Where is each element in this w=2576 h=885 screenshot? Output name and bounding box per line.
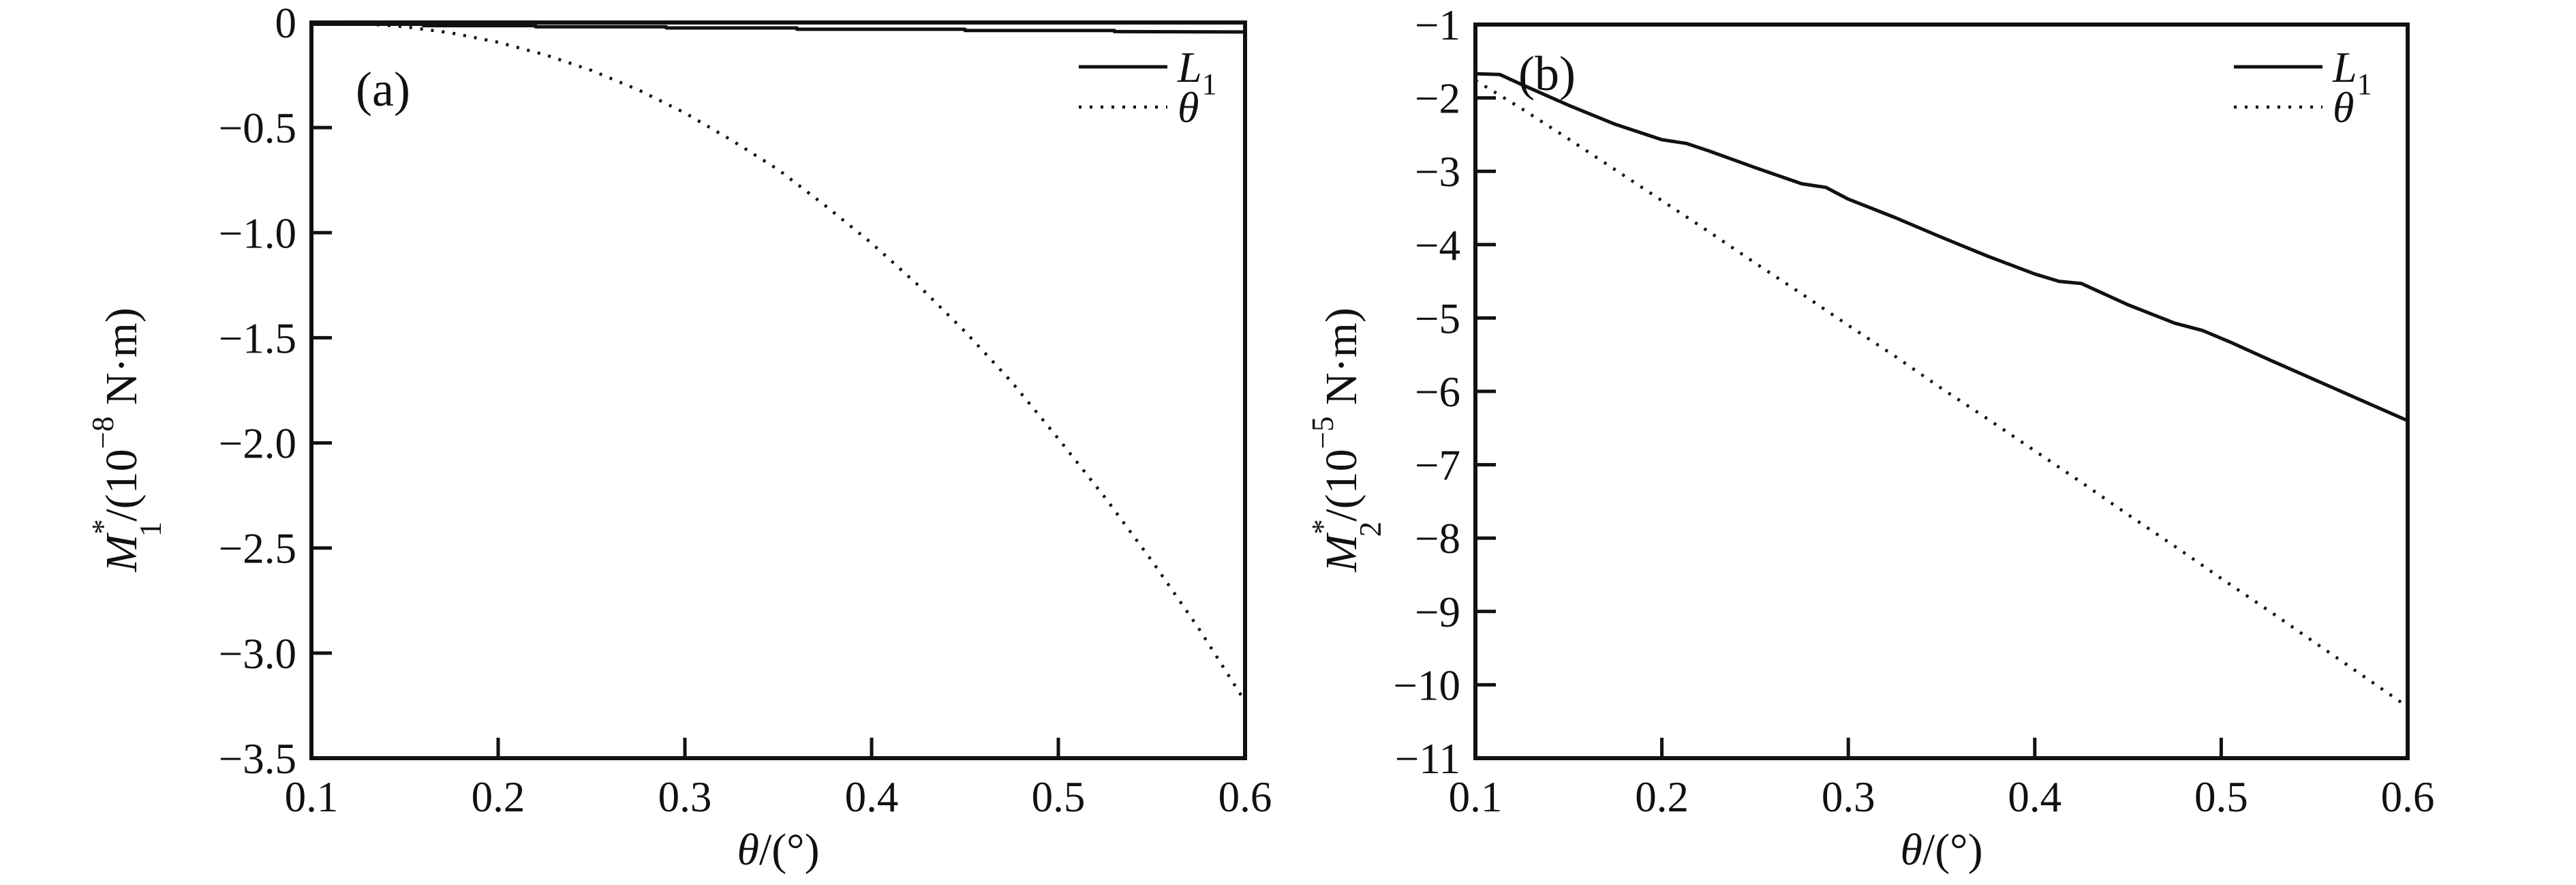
x-tick-label: 0.4 xyxy=(845,773,899,821)
x-tick-label: 0.5 xyxy=(2194,773,2248,821)
chart-panel-a: 0.1 0.2 0.3 0.4 0.5 0.6 0 −0.5 −1.0 −1.5 −2.0 −2.5 −… xyxy=(0,0,1288,885)
plot-border xyxy=(1473,22,2410,760)
plot-border xyxy=(309,20,1247,760)
y-tick-label: −4 xyxy=(1415,222,1460,269)
y-tick-label: −2.5 xyxy=(219,525,296,573)
chart-background xyxy=(1288,0,2576,885)
y-tick-label: −3.5 xyxy=(219,735,296,783)
x-tick-label: 0.3 xyxy=(658,773,712,821)
series-L1 xyxy=(1475,72,2409,423)
y-axis-title: M* 2/(10−5 N·m) xyxy=(1306,308,1387,573)
panel-label: (b) xyxy=(1518,46,1576,101)
x-tick-label: 0.6 xyxy=(2381,773,2435,821)
y-axis-title: M* 1/(10−8 N·m) xyxy=(86,308,168,573)
y-tick-label: −6 xyxy=(1415,368,1460,416)
x-tick-label: 0.6 xyxy=(1218,773,1272,821)
y-tick-label: −11 xyxy=(1395,735,1460,783)
panel-label: (a) xyxy=(356,62,410,117)
x-tick-label: 0.1 xyxy=(285,773,339,821)
x-tick-label: 0.2 xyxy=(1635,773,1689,821)
y-tick-label: −2 xyxy=(1415,75,1460,123)
legend-label-theta: θ xyxy=(1178,83,1199,132)
y-tick-label: 0 xyxy=(275,0,297,47)
chart-panel-b: 0.1 0.2 0.3 0.4 0.5 0.6 −1 −2 −3 −4 −5 −6 −7 −8 −9 −10 −… xyxy=(1288,0,2576,885)
y-tick-label: −7 xyxy=(1415,442,1460,490)
y-tick-label: −1.5 xyxy=(219,314,296,362)
y-tick-label: −3.0 xyxy=(219,630,296,678)
series-L1 xyxy=(311,22,1246,34)
series-theta xyxy=(1474,78,2409,708)
y-tick-label: −1 xyxy=(1415,1,1460,49)
chart-background xyxy=(0,0,1288,885)
x-tick-label: 0.4 xyxy=(2008,773,2061,821)
y-tick-label: −5 xyxy=(1415,295,1460,342)
y-tick-label: −3 xyxy=(1415,148,1460,196)
x-tick-label: 0.3 xyxy=(1822,773,1875,821)
x-axis-title: θ/(°) xyxy=(737,825,819,875)
legend-label-L1: L1 xyxy=(2332,43,2372,101)
y-tick-label: −0.5 xyxy=(219,104,296,152)
x-tick-label: 0.1 xyxy=(1449,773,1503,821)
y-tick-label: −2.0 xyxy=(219,420,296,468)
legend-label-theta: θ xyxy=(2333,83,2354,132)
x-tick-label: 0.5 xyxy=(1032,773,1086,821)
y-tick-label: −8 xyxy=(1415,515,1460,562)
y-tick-label: −1.0 xyxy=(219,209,296,257)
x-axis-title: θ/(°) xyxy=(1900,825,1982,875)
x-tick-label: 0.2 xyxy=(472,773,525,821)
y-tick-label: −10 xyxy=(1393,661,1460,709)
legend-label-L1: L1 xyxy=(1177,43,1217,101)
y-tick-label: −9 xyxy=(1415,588,1460,636)
